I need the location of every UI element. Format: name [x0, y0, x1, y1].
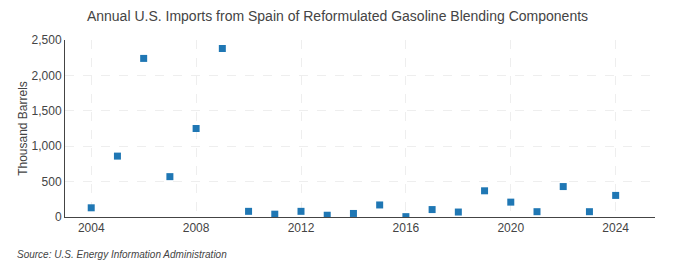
- svg-text:0: 0: [55, 210, 62, 224]
- svg-text:2012: 2012: [288, 221, 315, 235]
- svg-text:Annual U.S. Imports from Spain: Annual U.S. Imports from Spain of Reform…: [87, 8, 588, 24]
- svg-text:2020: 2020: [497, 221, 524, 235]
- svg-text:Thousand Barrels: Thousand Barrels: [16, 81, 30, 176]
- svg-text:500: 500: [42, 175, 62, 189]
- svg-text:2008: 2008: [183, 221, 210, 235]
- svg-text:2016: 2016: [393, 221, 420, 235]
- svg-text:2,000: 2,000: [32, 69, 62, 83]
- svg-text:2004: 2004: [78, 221, 105, 235]
- svg-text:2024: 2024: [602, 221, 629, 235]
- svg-text:1,000: 1,000: [32, 139, 62, 153]
- svg-text:2,500: 2,500: [32, 33, 62, 47]
- svg-text:1,500: 1,500: [32, 104, 62, 118]
- svg-text:Source: U.S. Energy Informatio: Source: U.S. Energy Information Administ…: [17, 249, 227, 260]
